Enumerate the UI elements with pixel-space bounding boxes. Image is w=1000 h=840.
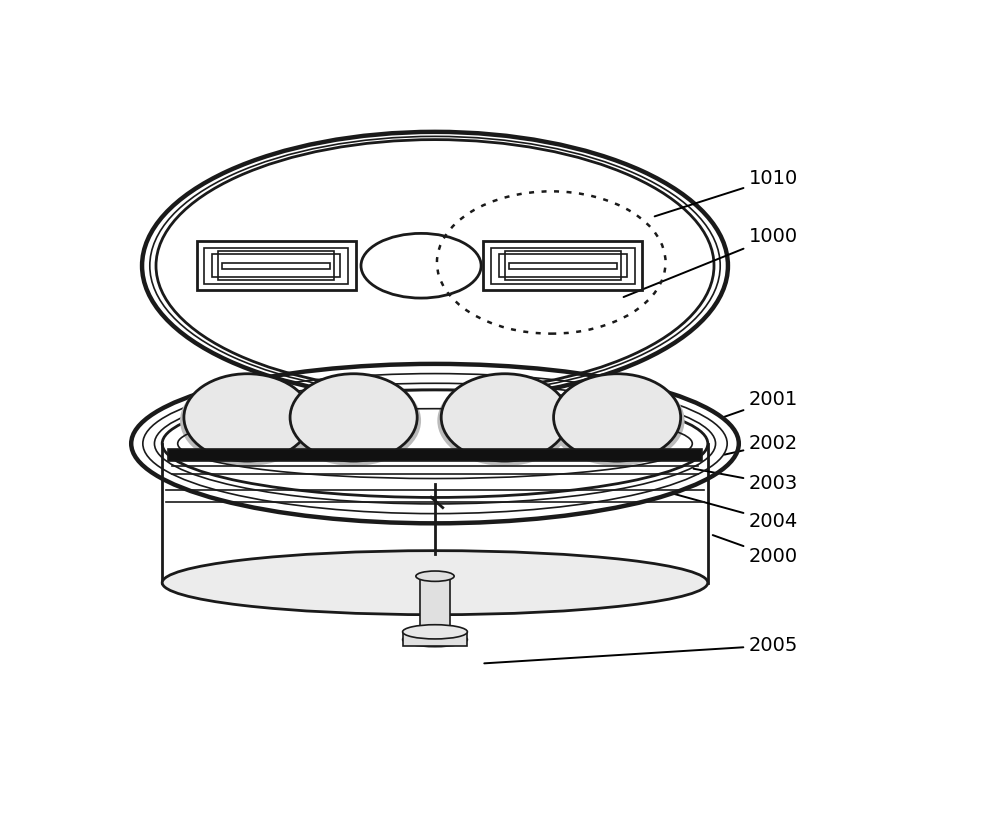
Text: 2002: 2002 [724, 434, 798, 454]
Bar [204, 248, 348, 284]
Bar [509, 263, 617, 269]
Bar [168, 449, 702, 461]
Text: 2004: 2004 [670, 493, 798, 531]
Bar [483, 241, 642, 290]
Text: 2000: 2000 [713, 535, 798, 566]
Ellipse shape [164, 391, 706, 496]
Bar [499, 255, 627, 277]
Bar [403, 632, 467, 646]
Ellipse shape [437, 375, 572, 466]
Ellipse shape [290, 374, 417, 461]
Ellipse shape [286, 375, 421, 466]
Bar [491, 248, 635, 284]
Bar [420, 576, 450, 639]
Text: 2001: 2001 [724, 390, 798, 417]
Bar [212, 255, 340, 277]
Bar [505, 251, 621, 281]
Ellipse shape [156, 139, 714, 391]
Ellipse shape [554, 374, 681, 461]
Text: 1010: 1010 [655, 169, 798, 217]
Ellipse shape [416, 571, 454, 581]
Ellipse shape [162, 551, 708, 615]
Ellipse shape [180, 375, 315, 466]
Ellipse shape [403, 625, 467, 639]
Ellipse shape [403, 633, 467, 647]
Ellipse shape [184, 374, 311, 461]
Bar [218, 251, 334, 281]
Ellipse shape [550, 375, 685, 466]
Bar [222, 263, 330, 269]
Text: 1000: 1000 [624, 227, 798, 297]
Bar [197, 241, 356, 290]
Ellipse shape [441, 374, 568, 461]
Text: 2003: 2003 [693, 469, 798, 493]
Text: 2005: 2005 [484, 636, 798, 664]
Ellipse shape [361, 234, 481, 298]
